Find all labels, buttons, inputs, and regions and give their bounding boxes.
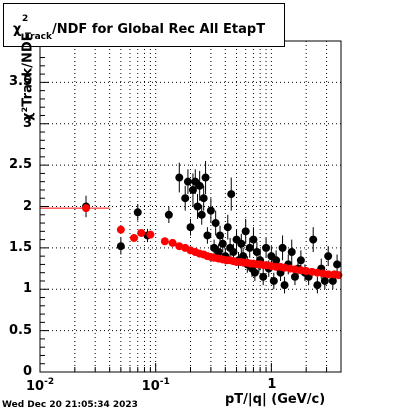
x-tick-base: 10 [26,379,45,394]
data-point-red [302,267,311,276]
x-tick-label: 1 [267,377,276,392]
x-axis-label: pT/|q| (GeV/c) [225,392,326,407]
data-point-black [333,260,342,269]
data-point-black [195,181,204,190]
y-tick-label: 3.5 [8,74,32,90]
data-point-black [280,281,289,290]
data-point-red [116,225,125,234]
data-point-black [186,223,195,232]
data-point-black [269,276,278,285]
x-tick-label: 10-2 [26,377,54,394]
data-point-red [82,204,91,213]
data-point-black [193,202,202,211]
x-tick-label: 10-1 [142,377,170,394]
data-point-black [309,235,318,244]
data-point-black [313,281,322,290]
data-point-black [183,177,192,186]
data-point-red [168,238,177,247]
data-point-black [252,248,261,257]
data-point-black [206,206,215,215]
data-point-red [146,230,155,239]
axis-ticks [39,57,342,373]
data-point-red [290,265,299,274]
chart-title: /NDF for Global Rec All EtapT [52,22,266,37]
y-tick-label: 0 [22,364,32,379]
data-point-black [324,252,333,261]
data-point-black [199,194,208,203]
data-point-black [218,239,227,248]
data-point-black [223,223,232,232]
data-point-black [287,248,296,257]
y-tick-label: 1 [22,281,32,297]
title-superscript: 2 [22,14,29,24]
data-point-black [133,208,142,217]
y-tick-label: 2 [22,198,32,214]
y-tick-label: 3 [22,115,32,131]
y-tick-label: 0.5 [8,322,32,338]
data-point-black [229,248,238,257]
x-tick-base: 10 [141,379,160,394]
data-point-black [250,268,259,277]
y-tick-label: 2.5 [8,157,32,173]
data-point-black [245,243,254,252]
data-point-red [334,271,343,280]
data-point-black [203,231,212,240]
data-point-black [201,173,210,182]
data-point-black [272,256,281,265]
x-tick-exponent: -2 [44,377,55,387]
title-subscript: Track [25,32,52,42]
y-tick-label: 1.5 [8,239,32,255]
data-point-black [197,210,206,219]
data-series [40,160,343,294]
data-point-black [320,276,329,285]
data-point-black [296,256,305,265]
data-point-black [211,219,220,228]
data-point-red [130,233,139,242]
data-point-black [164,210,173,219]
chart-title-box: χ 2 Track /NDF for Global Rec All EtapT [3,3,285,47]
y-axis-label: χ²Track/NDF [20,32,36,121]
data-point-black [249,235,258,244]
data-point-black [181,194,190,203]
data-point-red [137,228,146,237]
data-point-black [241,227,250,236]
title-chi: χ [13,22,22,37]
data-point-black [259,272,268,281]
data-point-black [278,243,287,252]
data-point-black [262,243,271,252]
timestamp: Wed Dec 20 21:05:34 2023 [2,400,138,410]
data-point-black [237,239,246,248]
data-point-red [324,270,333,279]
data-point-black [227,190,236,199]
x-tick-exponent: -1 [159,377,170,387]
data-point-black [116,242,125,251]
data-point-black [175,173,184,182]
data-point-black [328,276,337,285]
x-tick-base: 1 [267,377,277,392]
data-point-black [216,231,225,240]
data-point-black [290,272,299,281]
data-point-black [214,248,223,257]
data-point-red [160,237,169,246]
